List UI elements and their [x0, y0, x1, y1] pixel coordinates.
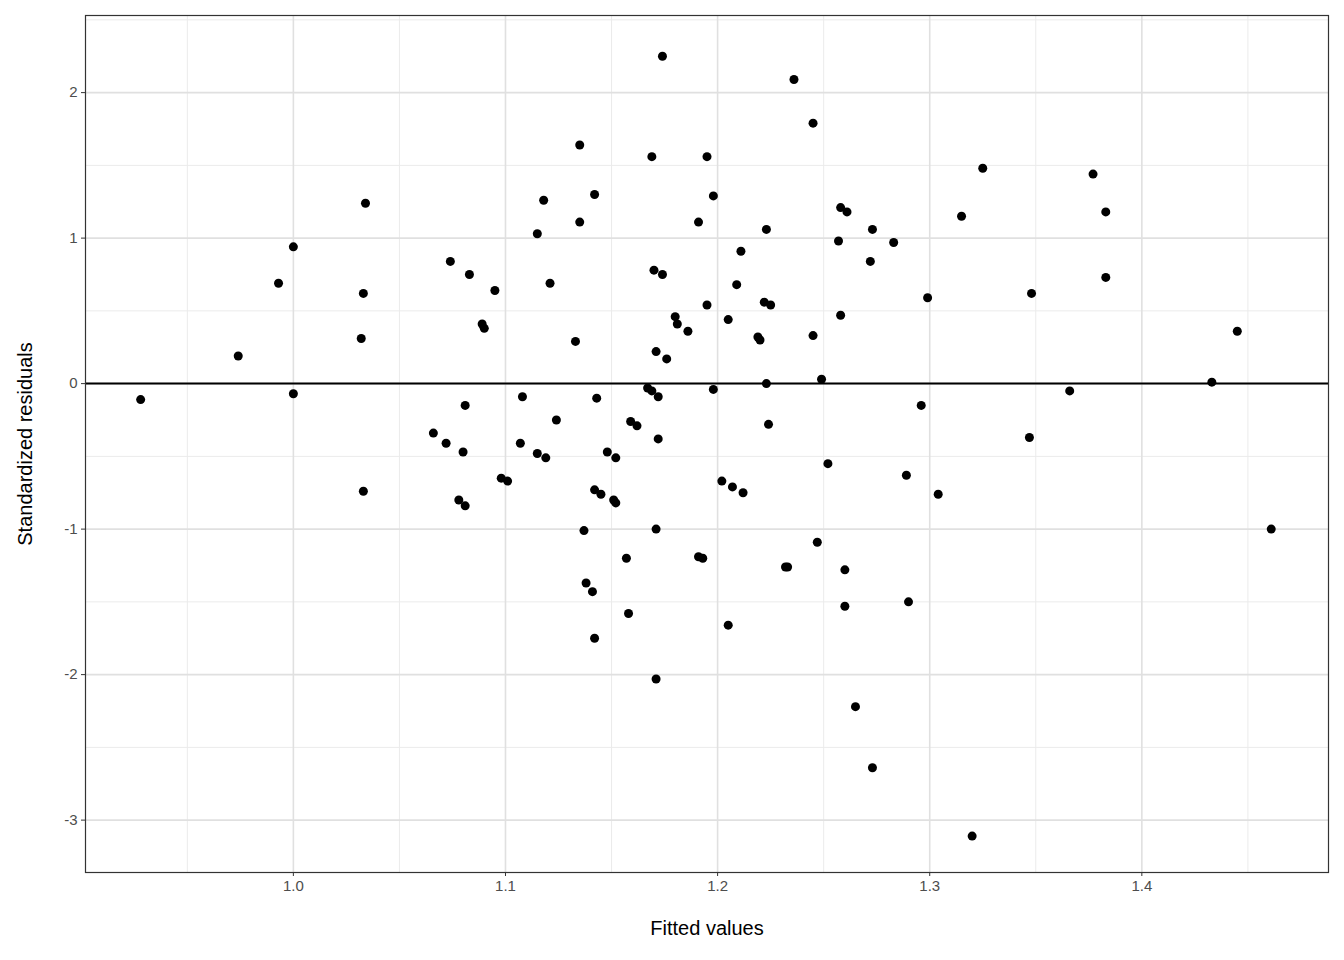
svg-text:-3: -3 — [64, 811, 77, 828]
svg-text:1: 1 — [69, 229, 77, 246]
svg-text:Standardized residuals: Standardized residuals — [14, 342, 36, 545]
svg-text:1.3: 1.3 — [919, 877, 940, 894]
svg-text:Fitted values: Fitted values — [650, 917, 763, 939]
svg-text:0: 0 — [69, 374, 77, 391]
svg-text:1.0: 1.0 — [283, 877, 304, 894]
svg-text:-2: -2 — [64, 665, 77, 682]
svg-text:1.1: 1.1 — [495, 877, 516, 894]
svg-text:-1: -1 — [64, 520, 77, 537]
svg-text:2: 2 — [69, 83, 77, 100]
svg-text:1.2: 1.2 — [707, 877, 728, 894]
svg-text:1.4: 1.4 — [1131, 877, 1152, 894]
